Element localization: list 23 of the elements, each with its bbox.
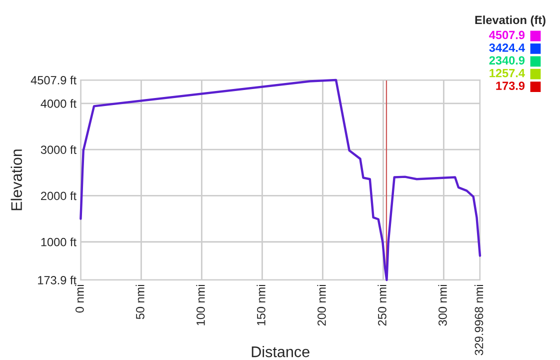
x-tick-label: 329.9968 nmi bbox=[474, 284, 484, 356]
x-tick-label: 300 nmi bbox=[438, 284, 447, 326]
y-tick-label: 173.9 ft bbox=[38, 276, 76, 284]
x-tick-label: 50 nmi bbox=[136, 284, 144, 320]
y-tick-label: 2000 ft bbox=[41, 191, 76, 200]
x-axis-title: Distance bbox=[252, 346, 310, 358]
y-tick-label: 1000 ft bbox=[41, 238, 76, 246]
x-tick-label: 0 nmi bbox=[75, 284, 84, 313]
color-bar-label: 2340.9 bbox=[489, 56, 525, 65]
color-bar-label: 1257.4 bbox=[490, 68, 525, 78]
y-tick-label: 4507.9 ft bbox=[30, 76, 76, 84]
x-tick-label: 250 nmi bbox=[378, 284, 386, 326]
color-bar-label: 4507.9 bbox=[489, 30, 525, 40]
x-tick-label: 200 nmi bbox=[317, 284, 326, 326]
color-bar-title: Elevation (ft) bbox=[475, 16, 546, 26]
line-series bbox=[80, 78, 482, 282]
color-bar-label: 3424.4 bbox=[489, 44, 525, 52]
y-axis-title: Elevation bbox=[10, 150, 22, 210]
y-tick-label: 4000 ft bbox=[40, 99, 76, 108]
color-bar-label: 173.9 bbox=[496, 82, 525, 90]
x-tick-label: 150 nmi bbox=[256, 284, 266, 326]
x-tick-label: 100 nmi bbox=[196, 284, 205, 326]
y-tick-label: 3000 ft bbox=[40, 145, 76, 154]
